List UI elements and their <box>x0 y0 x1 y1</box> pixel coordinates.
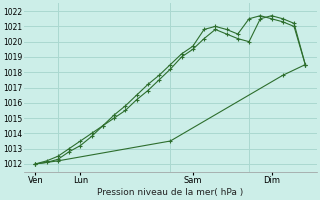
X-axis label: Pression niveau de la mer( hPa ): Pression niveau de la mer( hPa ) <box>97 188 244 197</box>
